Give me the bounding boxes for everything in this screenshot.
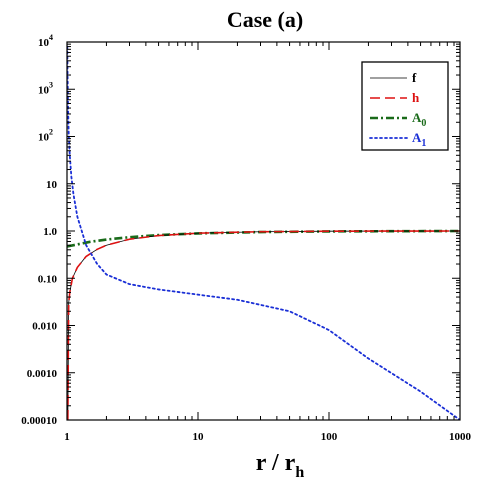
- axis-ticks: 1 10 100 1000 0.00010 0.0010 0.010 0.10 1.0 10 102…: [21, 33, 471, 443]
- y-tick-label: 103: [38, 80, 53, 96]
- y-tick-label: 0.0010: [27, 368, 58, 380]
- series-line-a0: [67, 229, 460, 248]
- y-tick-label: 10: [46, 179, 58, 191]
- legend-label: A1: [412, 130, 426, 149]
- legend-label: f: [412, 70, 417, 85]
- series-line-h: [67, 230, 460, 420]
- legend-label: h: [412, 90, 420, 105]
- x-tick-label: 100: [321, 431, 338, 443]
- y-tick-label: 102: [38, 128, 53, 144]
- y-tick-label: 0.010: [32, 321, 57, 333]
- y-tick-label: 0.10: [38, 273, 58, 285]
- chart-title: Case (a): [227, 7, 303, 32]
- x-tick-label: 1000: [449, 431, 472, 443]
- y-tick-label: 104: [38, 33, 53, 49]
- x-tick-label: 1: [64, 431, 70, 443]
- y-tick-label: 0.00010: [21, 415, 57, 427]
- legend-box: [361, 61, 449, 151]
- series-line-f: [67, 230, 460, 420]
- x-tick-label: 10: [193, 431, 205, 443]
- legend-label: A0: [412, 110, 426, 129]
- y-tick-label: 1.0: [43, 226, 57, 238]
- x-axis-label: r / rh: [256, 450, 305, 481]
